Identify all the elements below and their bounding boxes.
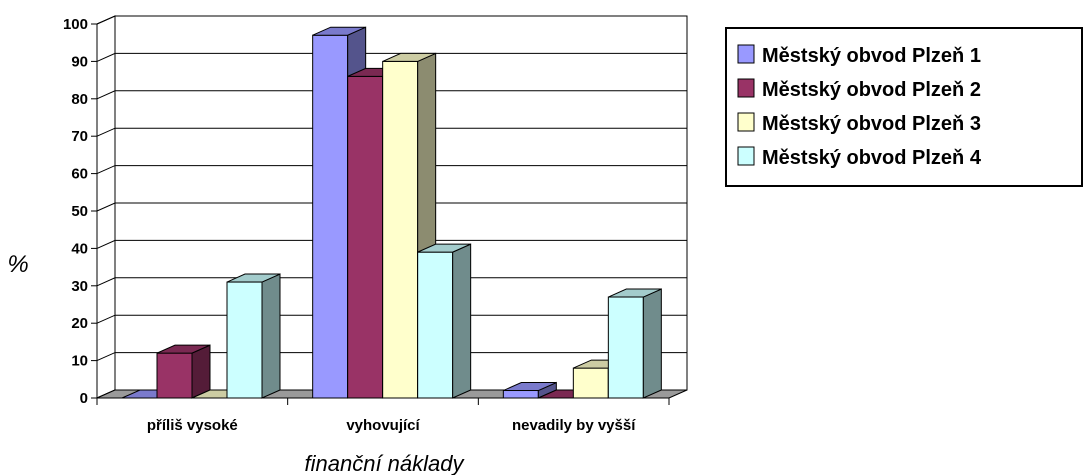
bar-top (156, 344, 211, 354)
bar-top (608, 288, 662, 298)
bar (417, 243, 472, 399)
legend: Městský obvod Plzeň 1 Městský obvod Plzeň… (725, 27, 1083, 187)
y-tick-label: 90 (71, 53, 88, 70)
gridline (96, 239, 687, 249)
y-tick-label: 70 (71, 128, 88, 145)
bar-top (226, 273, 281, 283)
bar-front (502, 390, 539, 399)
legend-swatch (737, 44, 755, 64)
gridline (96, 90, 687, 100)
bar-front (226, 281, 263, 399)
legend-swatch (737, 78, 755, 98)
bar-front (417, 251, 454, 399)
bar-side (261, 273, 281, 399)
gridline (96, 202, 687, 212)
y-tick-label: 80 (71, 91, 88, 108)
x-tick-label: příliš vysoké (147, 417, 238, 434)
bar-front (607, 296, 644, 399)
bar-front (382, 60, 419, 399)
legend-swatch (737, 112, 755, 132)
gridline (96, 314, 687, 324)
bar-top (417, 243, 471, 253)
x-tick-label: nevadily by vyšší (512, 417, 636, 434)
y-tick-label: 40 (71, 240, 88, 257)
bar-top (312, 26, 366, 36)
legend-label: Městský obvod Plzeň 3 (762, 113, 981, 135)
y-tick-label: 50 (71, 203, 88, 220)
gridline (96, 352, 687, 362)
bar-side (642, 288, 662, 399)
bar (156, 344, 211, 399)
gridline (96, 52, 687, 62)
y-tick-label: 60 (71, 166, 88, 183)
bar-top (382, 52, 436, 62)
gridline (96, 165, 687, 175)
y-tick-label: 10 (71, 353, 88, 370)
bar-front (312, 34, 349, 399)
y-tick-label: 100 (63, 16, 88, 33)
y-axis-label: % (7, 251, 28, 278)
legend-box (725, 27, 1083, 187)
legend-swatch (737, 146, 755, 166)
plot-area: 0 10 20 30 40 50 60 70 80 90 100 příliš vysoké vyhov… (63, 15, 688, 434)
gridline (96, 277, 687, 287)
bar (226, 273, 281, 399)
y-tick-label: 0 (80, 390, 88, 407)
bar-side (452, 243, 472, 399)
legend-label: Městský obvod Plzeň 1 (762, 45, 981, 67)
bar-side (191, 344, 211, 399)
x-axis-label: finanční náklady (305, 451, 466, 475)
x-tick-label: vyhovující (346, 417, 420, 434)
legend-label: Městský obvod Plzeň 4 (762, 147, 982, 169)
bar-front (347, 75, 384, 399)
y-tick-label: 30 (71, 278, 88, 295)
bar-front (572, 367, 609, 399)
bar-front (156, 352, 193, 399)
legend-label: Městský obvod Plzeň 2 (762, 79, 981, 101)
y-tick-label: 20 (71, 315, 88, 332)
bar (502, 381, 557, 399)
bar (607, 288, 662, 399)
bar-top (503, 382, 557, 392)
gridline (96, 127, 687, 137)
gridline (96, 15, 687, 25)
